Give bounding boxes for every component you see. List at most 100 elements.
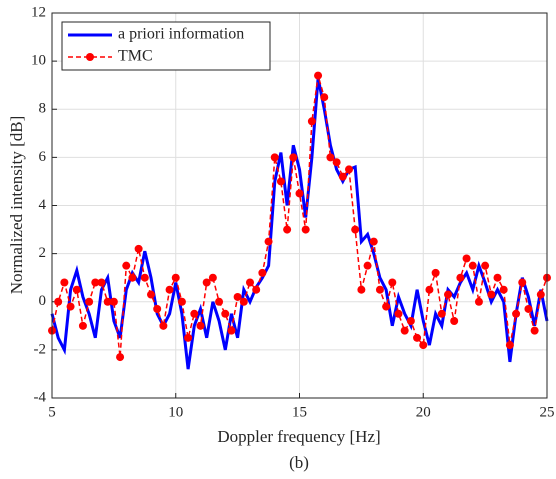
series-marker	[332, 158, 341, 167]
series-marker	[388, 278, 397, 287]
series-marker	[326, 153, 335, 162]
caption: (b)	[289, 453, 309, 472]
series-marker	[400, 326, 409, 335]
series-marker	[215, 297, 224, 306]
series-marker	[171, 273, 180, 282]
series-marker	[227, 326, 236, 335]
series-marker	[357, 285, 366, 294]
series-marker	[456, 273, 465, 282]
y-tick-label: -4	[34, 389, 47, 405]
series-marker	[276, 177, 285, 186]
series-marker	[122, 261, 131, 270]
y-tick-label: 4	[39, 197, 47, 213]
series-marker	[419, 341, 428, 350]
series-marker	[437, 309, 446, 318]
x-axis-label: Doppler frequency [Hz]	[217, 427, 380, 446]
series-marker	[116, 353, 125, 362]
legend-box	[61, 21, 271, 71]
series-marker	[54, 297, 63, 306]
series-marker	[499, 285, 508, 294]
series-marker	[505, 341, 514, 350]
series-marker	[103, 297, 112, 306]
series-marker	[72, 285, 81, 294]
x-tick-label: 25	[540, 404, 555, 420]
series-marker	[530, 326, 539, 335]
series-marker	[351, 225, 360, 234]
series-marker	[66, 302, 75, 311]
series-marker	[221, 309, 230, 318]
series-marker	[462, 254, 471, 263]
series-marker	[208, 273, 217, 282]
series-marker	[295, 189, 304, 198]
series-marker	[314, 71, 323, 80]
series-marker	[536, 290, 545, 299]
series-marker	[91, 278, 100, 287]
series-marker	[147, 290, 155, 299]
legend-label: TMC	[118, 48, 153, 65]
series-marker	[382, 302, 391, 311]
series-marker	[338, 172, 347, 181]
series-marker	[413, 333, 422, 342]
series-marker	[524, 304, 533, 313]
x-tick-label: 5	[48, 404, 56, 420]
y-tick-label: 8	[39, 101, 47, 117]
legend-label: a priori information	[118, 26, 244, 43]
series-marker	[270, 153, 279, 162]
series-marker	[78, 321, 87, 330]
series-marker	[450, 317, 459, 325]
series-marker	[512, 309, 521, 318]
series-marker	[375, 285, 384, 294]
y-tick-label: 12	[31, 4, 46, 20]
series-marker	[109, 297, 118, 306]
y-tick-label: 2	[39, 245, 47, 261]
x-tick-label: 20	[416, 404, 431, 420]
series-marker	[301, 225, 310, 234]
series-marker	[258, 268, 267, 277]
series-marker	[252, 285, 261, 294]
series-marker	[481, 261, 490, 270]
x-tick-label: 15	[292, 404, 307, 420]
series-marker	[128, 273, 137, 282]
y-tick-label: 10	[31, 53, 46, 69]
series-marker	[283, 225, 292, 234]
y-tick-label: 6	[39, 149, 47, 165]
series-marker	[518, 278, 527, 287]
plot-frame	[51, 12, 548, 399]
series-marker	[202, 278, 211, 287]
series-marker	[97, 278, 106, 287]
y-tick-label: 0	[39, 293, 47, 309]
series-marker	[246, 278, 254, 287]
series-marker	[369, 237, 378, 246]
series-marker	[165, 285, 174, 294]
series-marker	[184, 333, 193, 342]
series-marker	[134, 244, 143, 253]
series-marker	[444, 290, 452, 299]
series-marker	[487, 290, 496, 299]
series-marker	[140, 273, 149, 282]
legend-marker	[86, 53, 94, 61]
series-marker	[345, 165, 353, 174]
series-marker	[468, 261, 477, 270]
series-marker	[363, 261, 372, 270]
series-marker	[233, 292, 242, 301]
series-marker	[394, 309, 403, 318]
series-marker	[159, 321, 168, 330]
series-marker	[289, 153, 298, 162]
series-marker	[177, 297, 186, 306]
series-marker	[406, 317, 415, 325]
y-axis-label: Normalized intensity [dB]	[7, 116, 26, 294]
series-marker	[493, 273, 502, 282]
series-marker	[307, 117, 316, 126]
series-marker	[320, 93, 329, 102]
series-marker	[196, 321, 205, 330]
x-tick-label: 10	[168, 404, 183, 420]
series-marker	[264, 237, 273, 246]
y-tick-label: -2	[34, 341, 47, 357]
series-marker	[85, 297, 94, 306]
series-marker	[153, 304, 162, 313]
series-marker	[431, 268, 440, 277]
series-marker	[239, 297, 248, 306]
series-marker	[425, 285, 434, 294]
series-marker	[60, 278, 69, 287]
